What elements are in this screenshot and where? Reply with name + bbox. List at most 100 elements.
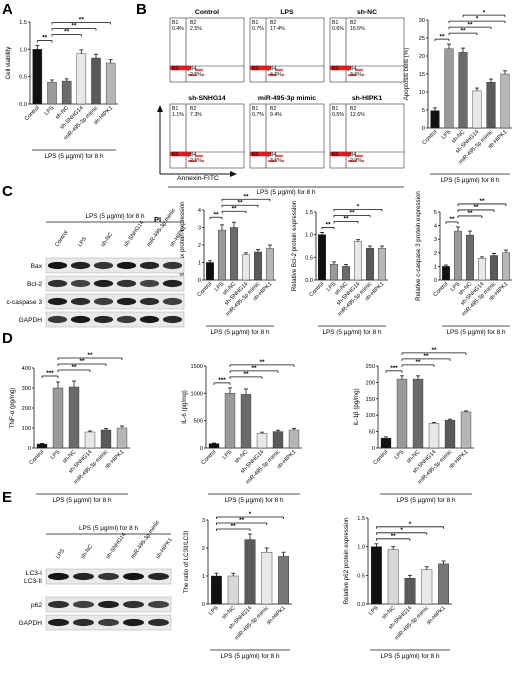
quadrant-text: B3	[332, 152, 338, 158]
bar-5	[288, 429, 300, 449]
y-tick-label: 1	[434, 264, 437, 270]
chart-E2: 0.0 0.5 1.0 1.5 Relative p62 protein express…	[343, 516, 452, 660]
lane-label-2: sh-NC	[100, 232, 114, 248]
y-tick-label: 50	[369, 430, 375, 436]
quadrant-label-3: B4 2.9%	[350, 152, 362, 164]
flow-dot	[271, 159, 275, 163]
bar-1	[396, 378, 408, 449]
quadrant-label-2: B3	[252, 152, 258, 158]
panel-label-a: A	[2, 1, 13, 18]
y-tick-label: 5	[434, 210, 437, 216]
band	[139, 279, 160, 288]
flow-plot-3: sh-SNHG14 B1 1.1% B2 7.3% B3 B4 2.5%	[169, 95, 245, 169]
sig-label-2: **	[423, 353, 429, 360]
flow-dot	[347, 73, 351, 77]
chart-C3: 0 1 2 3 4 5 Relative c-caspase 3 protein expre…	[415, 191, 512, 336]
bar-0	[208, 443, 220, 449]
blot-row-label-0: LC3-I	[26, 570, 42, 577]
blot-row-label-3: GAPDH	[19, 317, 43, 324]
flow-plot-frame	[329, 17, 405, 83]
quadrant-text: 4.6%	[270, 72, 282, 78]
band	[93, 297, 114, 306]
quadrant-label-2: B3	[172, 152, 178, 158]
bar-0	[430, 110, 440, 129]
quadrant-text: B3	[252, 152, 258, 158]
y-tick-label: 15	[419, 72, 425, 78]
bar-5	[460, 411, 472, 449]
flow-dot	[349, 73, 353, 77]
y-tick-label: 0	[198, 278, 201, 284]
treatment-label: LPS (5 μg/ml) for 8 h	[396, 497, 456, 504]
blot-row-label-1: Bcl-2	[27, 281, 42, 288]
bar-4	[366, 248, 374, 281]
y-tick-label: 500	[194, 419, 203, 425]
sig-label-1: **	[460, 27, 466, 34]
x-tick-label-1: LPS	[50, 449, 62, 461]
flow-dot	[361, 159, 365, 163]
band	[70, 261, 91, 270]
flow-dot	[256, 65, 262, 71]
y-tick-label: 100	[22, 426, 31, 432]
y-tick-label: 3	[198, 226, 201, 232]
bar-3	[84, 431, 96, 449]
quadrant-text: B4	[350, 152, 356, 158]
sig-label-1: **	[415, 359, 421, 366]
band	[116, 315, 137, 324]
flow-plot-1: LPS B1 0.7% B2 17.4% B3 B4 4.6%	[249, 9, 325, 83]
bar-5	[500, 73, 510, 129]
y-axis-label: Relative Bcl-2 protein expression	[291, 200, 298, 291]
flow-dot	[267, 73, 271, 77]
quadrant-text: 1.1%	[172, 112, 184, 118]
blot-header: LPS (5 μg/ml) for 8 h	[79, 525, 139, 532]
quadrant-text: 2.5%	[190, 26, 202, 32]
flow-dot	[281, 73, 285, 77]
bar-1	[454, 230, 462, 281]
y-axis-label: The ratio of LC3II/LC3I	[183, 530, 190, 593]
y-tick-label: 30	[419, 18, 425, 24]
bar-4	[490, 255, 498, 281]
flow-dot	[346, 154, 350, 158]
sig-label-0: **	[391, 533, 397, 540]
blot-strip-3	[45, 311, 185, 328]
band	[148, 618, 169, 627]
sig-label-3: **	[479, 198, 485, 205]
band	[123, 600, 144, 609]
y-tick-label: 0.5	[19, 75, 27, 81]
quadrant-label-0: B1 1.1%	[172, 106, 184, 118]
treatment-label: LPS (5 μg/ml) for 8 h	[440, 177, 500, 184]
bar-3	[261, 552, 273, 605]
y-tick-label: 0.5	[305, 255, 313, 261]
bar-1	[330, 263, 338, 281]
flow-dot	[358, 154, 362, 158]
flow-dot	[346, 68, 350, 72]
flow-plot-title: Control	[195, 9, 219, 16]
flow-dot	[187, 73, 191, 77]
flow-dot	[347, 159, 351, 163]
sig-label-1: **	[71, 364, 77, 371]
quadrant-label-2: B3	[172, 66, 178, 72]
sig-label-3: *	[357, 204, 360, 211]
y-tick-label: 1500	[191, 364, 203, 370]
y-tick-label: 1.5	[305, 210, 313, 216]
band	[139, 261, 160, 270]
bar-0	[210, 575, 222, 605]
treatment-label: LPS (5 μg/ml) for 8 h	[52, 497, 112, 504]
sig-label-0: **	[325, 222, 331, 229]
sig-label-1: **	[231, 205, 237, 212]
quadrant-text: 0.4%	[172, 26, 184, 32]
y-tick-label: 20	[419, 54, 425, 60]
quadrant-text: B2	[190, 106, 196, 112]
flow-plot-frame	[169, 17, 245, 83]
bar-2	[240, 394, 252, 449]
flow-dot	[280, 68, 284, 72]
blot-strip-0	[45, 257, 185, 274]
y-tick-label: 3	[434, 237, 437, 243]
bar-5	[266, 248, 274, 281]
x-tick-label-0: LPS	[208, 605, 220, 617]
flow-dot	[278, 68, 282, 72]
sig-label-0: ***	[390, 365, 398, 372]
